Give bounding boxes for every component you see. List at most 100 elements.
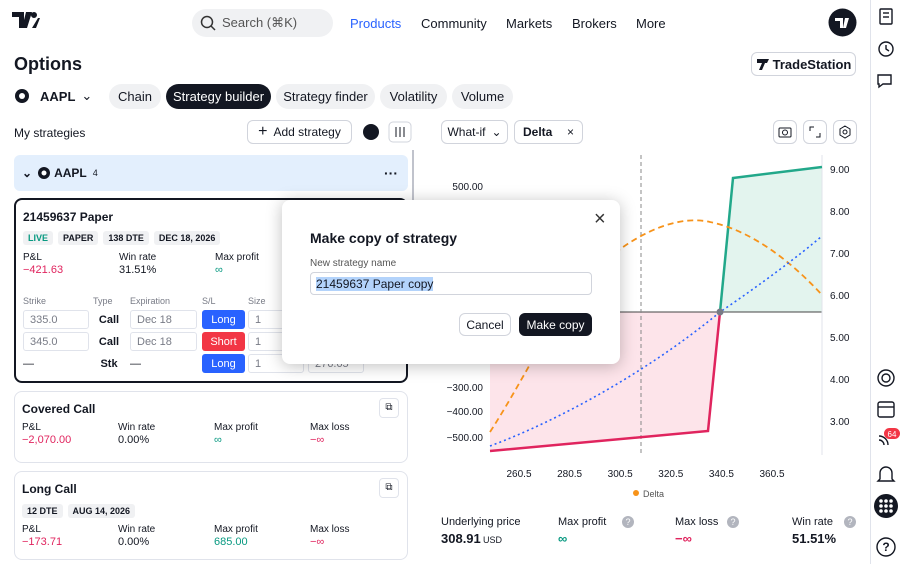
loss-line bbox=[489, 311, 722, 453]
strategy-name: Long Call bbox=[22, 482, 77, 496]
strategy-card[interactable]: Covered Call ⧉ P&L −2,070.00 Win rate 0.00% Ma… bbox=[14, 391, 408, 463]
help-icon: ? bbox=[844, 516, 856, 528]
stat-label: Max loss bbox=[675, 516, 719, 528]
metric-value: −421.63 bbox=[23, 264, 64, 276]
tab[interactable]: Strategy finder bbox=[276, 84, 375, 109]
nav-link[interactable]: Products bbox=[350, 16, 402, 31]
left-tick-label: −300.00 bbox=[447, 383, 484, 394]
tab[interactable]: Volume bbox=[452, 84, 513, 109]
add-strategy-label: Add strategy bbox=[273, 125, 341, 139]
leg-cell[interactable]: Dec 18 bbox=[130, 332, 197, 351]
nav-link[interactable]: Markets bbox=[506, 16, 553, 31]
sidebar-icons[interactable]: ? 64 bbox=[872, 0, 902, 564]
symbol-select[interactable]: AAPL ⌄ bbox=[14, 88, 92, 104]
profit-line bbox=[718, 165, 823, 313]
help-icon: ? bbox=[622, 516, 634, 528]
leg-cell[interactable]: Short bbox=[202, 332, 245, 351]
metric-label: Win rate bbox=[118, 524, 156, 535]
chip-label: Delta bbox=[523, 125, 553, 139]
settings-button[interactable] bbox=[833, 120, 857, 144]
modal-title: Make copy of strategy bbox=[310, 230, 458, 246]
legend-dot bbox=[633, 490, 639, 496]
symbol-icon bbox=[15, 89, 29, 103]
avatar[interactable] bbox=[828, 8, 857, 37]
tab[interactable]: Volatility bbox=[380, 84, 447, 109]
stat-value: 308.91 bbox=[441, 531, 481, 546]
right-tick-label: 3.00 bbox=[830, 417, 850, 428]
confirm-label: Make copy bbox=[526, 317, 585, 332]
leg-cell[interactable]: Long bbox=[202, 310, 245, 329]
metric-label: P&L bbox=[23, 252, 42, 263]
leg-cell[interactable]: 335.0 bbox=[23, 310, 89, 329]
scrollbar bbox=[412, 150, 414, 220]
notification-badge: 64 bbox=[888, 430, 897, 439]
sidebar-border bbox=[870, 0, 871, 564]
metric-value: ∞ bbox=[214, 434, 222, 446]
strategy-group[interactable]: ⌄ AAPL 4 ··· bbox=[14, 155, 408, 191]
stat-unit: USD bbox=[483, 535, 503, 545]
x-tick-label: 300.5 bbox=[608, 469, 633, 480]
symbol: AAPL bbox=[40, 88, 76, 104]
badges: LIVE PAPER 138 DTE DEC 18, 2026 bbox=[23, 230, 225, 245]
page-title: Options bbox=[14, 54, 82, 74]
svg-text:?: ? bbox=[882, 540, 889, 554]
metric-value: ∞ bbox=[215, 264, 223, 276]
search[interactable]: Search (⌘K) bbox=[192, 9, 333, 37]
metric-value: −∞ bbox=[310, 536, 325, 548]
nav-link[interactable]: Community bbox=[421, 16, 487, 31]
metric-value: 31.51% bbox=[119, 264, 157, 276]
strategy-tools[interactable] bbox=[361, 121, 413, 143]
metric-label: P&L bbox=[22, 524, 41, 535]
x-tick-label: 320.5 bbox=[658, 469, 683, 480]
metric-label: Win rate bbox=[118, 422, 156, 433]
mode: What-if bbox=[447, 125, 486, 139]
logo[interactable] bbox=[12, 12, 42, 30]
metric-label: Max loss bbox=[310, 524, 350, 535]
metric-label: Max profit bbox=[215, 252, 259, 263]
right-tick-label: 8.00 bbox=[830, 207, 850, 218]
right-tick-label: 4.00 bbox=[830, 375, 850, 386]
leg-cell[interactable]: Dec 18 bbox=[130, 310, 197, 329]
copy-icon[interactable]: ⧉ bbox=[379, 398, 399, 418]
close-button[interactable]: × bbox=[594, 208, 606, 230]
name-input[interactable]: 21459637 Paper copy bbox=[310, 272, 592, 295]
field-value: 21459637 Paper copy bbox=[316, 277, 434, 291]
badge: 12 DTE bbox=[22, 504, 63, 518]
nav-link[interactable]: Brokers bbox=[572, 16, 617, 31]
confirm-button[interactable]: Make copy bbox=[519, 313, 592, 336]
tab-active[interactable]: Strategy builder bbox=[166, 84, 271, 109]
leg-cell[interactable]: 345.0 bbox=[23, 332, 89, 351]
mode-select[interactable]: What-if ⌄ bbox=[441, 120, 508, 144]
legend-label: Delta bbox=[643, 489, 664, 499]
field-label: New strategy name bbox=[310, 258, 397, 269]
column-header: Strike bbox=[23, 296, 47, 306]
broker-button[interactable]: TradeStation bbox=[751, 52, 856, 76]
strategy-name: 21459637 Paper bbox=[23, 210, 114, 224]
metric-value: −173.71 bbox=[22, 536, 63, 548]
stat-label: Max profit bbox=[558, 516, 607, 528]
copy-icon[interactable]: ⧉ bbox=[379, 478, 399, 498]
search-icon bbox=[200, 15, 216, 31]
cancel-button[interactable]: Cancel bbox=[459, 313, 511, 336]
right-tick-label: 7.00 bbox=[830, 249, 850, 260]
left-tick-label: 500.00 bbox=[452, 182, 483, 193]
breakeven-dot bbox=[716, 308, 724, 316]
nav-link[interactable]: More bbox=[636, 16, 666, 31]
stat-label: Win rate bbox=[792, 516, 833, 528]
stat-value: −∞ bbox=[675, 531, 692, 546]
strategy-card[interactable]: Long Call ⧉ 12 DTE AUG 14, 2026 P&L −173.71 Wi… bbox=[14, 471, 408, 560]
add-strategy[interactable]: + Add strategy bbox=[247, 120, 352, 144]
fullscreen-button[interactable] bbox=[803, 120, 827, 144]
leg-cell[interactable]: Long bbox=[202, 354, 245, 373]
stat-label: Underlying price bbox=[441, 516, 521, 528]
leg-cell[interactable]: — bbox=[23, 357, 34, 370]
leg-cell[interactable]: — bbox=[130, 357, 141, 370]
screenshot-button[interactable] bbox=[773, 120, 797, 144]
metric-value: 0.00% bbox=[118, 434, 150, 446]
chip[interactable]: Delta × bbox=[514, 120, 583, 144]
tab[interactable]: Chain bbox=[109, 84, 161, 109]
stat-value: ∞ bbox=[558, 531, 568, 546]
right-tick-label: 9.00 bbox=[830, 165, 850, 176]
group-symbol: AAPL bbox=[54, 166, 87, 180]
